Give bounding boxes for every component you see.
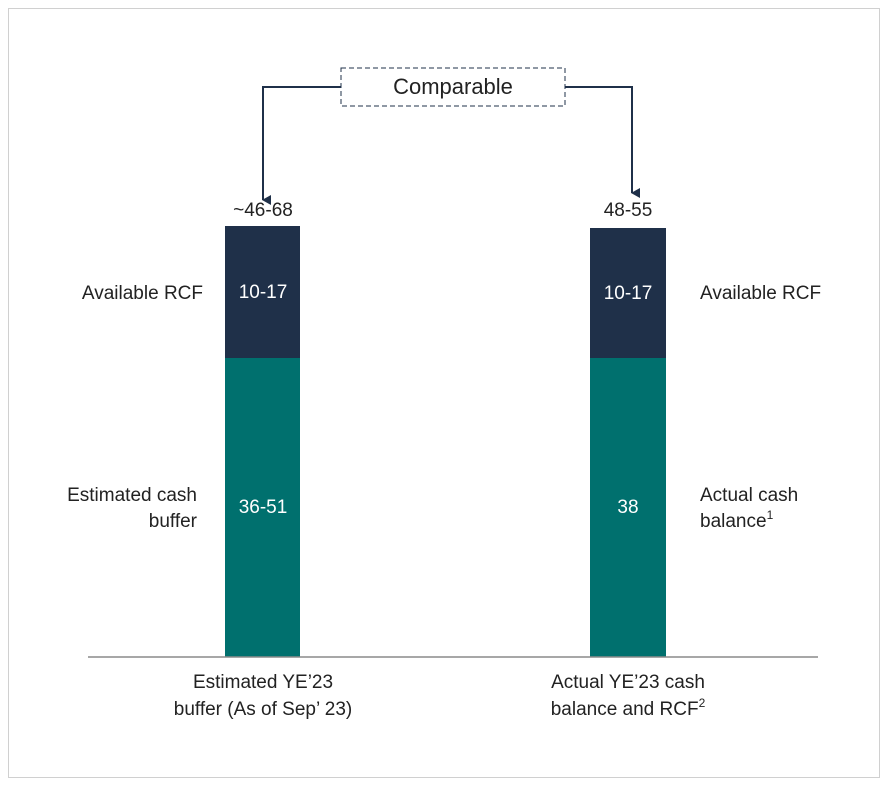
bar-segment [225,226,300,358]
bar-segment [225,358,300,657]
label-text: balance and RCF [551,699,699,720]
category-label: balance and RCF2 [551,696,706,720]
segment-label: balance1 [700,508,774,532]
comparison-box [340,67,566,107]
label-text: balance [700,511,767,532]
bar-total: 48-55 [604,200,653,221]
frame [8,8,880,778]
segment-label: buffer [149,511,198,532]
bar-segment [590,228,666,358]
category-label: Estimated YE’23 [193,672,333,693]
segment-label: Available RCF [700,283,821,304]
segment-value: 36-51 [239,497,288,518]
segment-label: Estimated cash [67,485,197,506]
category-label: Actual YE’23 cash [551,672,705,693]
category-label: buffer (As of Sep’ 23) [174,699,353,720]
segment-value: 10-17 [239,282,288,303]
segment-label: Available RCF [82,283,203,304]
arrow [262,86,341,205]
segment-label: Actual cash [700,485,798,506]
comparison-label: Comparable [393,74,513,99]
bar-total: ~46-68 [233,200,293,221]
footnote: 2 [699,696,706,710]
footnote: 1 [767,508,774,522]
arrow [565,86,640,198]
bar-segment [590,358,666,657]
segment-value: 38 [617,497,638,518]
segment-value: 10-17 [604,283,653,304]
